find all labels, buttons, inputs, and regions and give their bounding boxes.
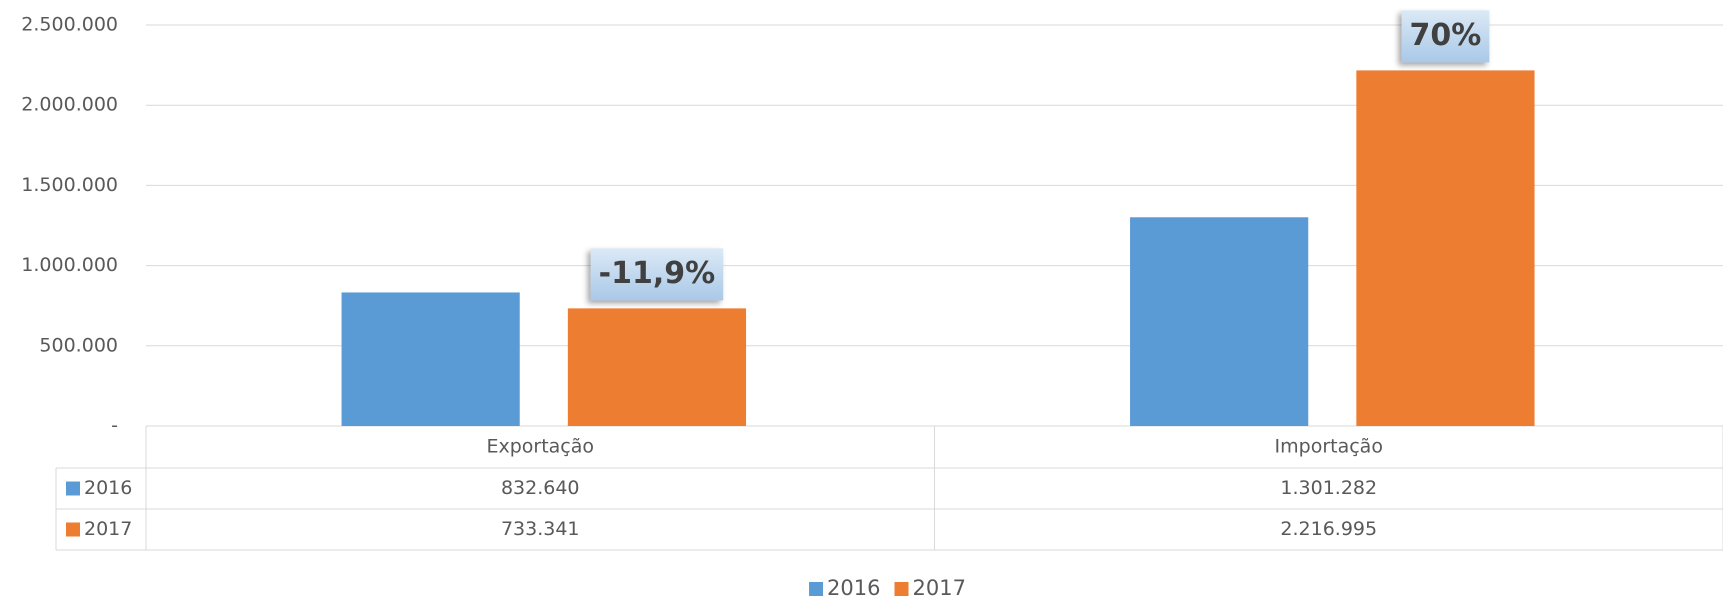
table-series-name: 2017: [84, 518, 132, 540]
annotation-label: -11,9%: [599, 256, 716, 291]
table-legend-key: [66, 522, 80, 537]
y-tick-label: 1.500.000: [21, 174, 118, 196]
table-value: 832.640: [501, 477, 580, 499]
y-tick-label: -: [111, 415, 118, 437]
x-tick-label: Exportação: [486, 436, 594, 458]
annotation-label: 70%: [1410, 18, 1482, 53]
y-tick-label: 2.500.000: [21, 14, 118, 36]
bar: [567, 308, 747, 426]
table-series-name: 2016: [84, 477, 132, 499]
y-tick-label: 500.000: [39, 334, 118, 356]
legend-key: [809, 582, 824, 596]
bar: [341, 292, 520, 426]
legend-label: 2016: [827, 576, 880, 600]
table-value: 733.341: [501, 518, 580, 540]
bar: [1356, 70, 1535, 426]
legend-key: [894, 582, 909, 596]
table-value: 1.301.282: [1280, 477, 1377, 499]
legend-label: 2017: [913, 576, 966, 600]
table-value: 2.216.995: [1280, 518, 1377, 540]
table-legend-key: [66, 481, 80, 496]
bar: [1130, 217, 1309, 426]
y-tick-label: 2.000.000: [21, 94, 118, 116]
annotation-box: [1401, 10, 1490, 63]
y-tick-label: 1.000.000: [21, 254, 118, 276]
x-tick-label: Importação: [1275, 436, 1383, 458]
annotation-box: [590, 248, 724, 301]
